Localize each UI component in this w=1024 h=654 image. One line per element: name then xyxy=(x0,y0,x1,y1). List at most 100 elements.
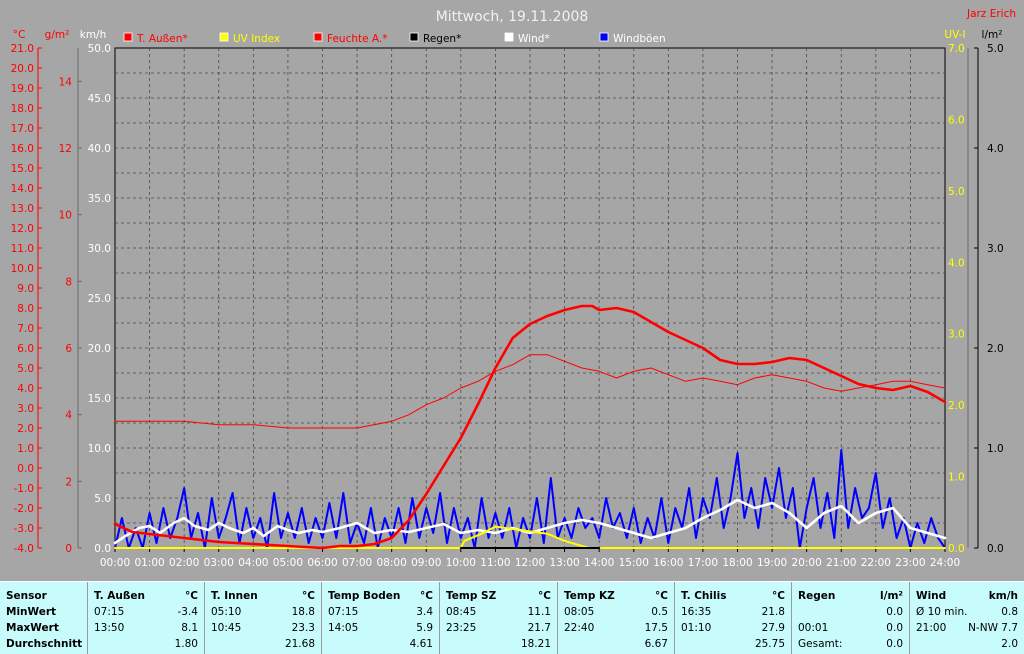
legend-label: T. Außen* xyxy=(136,33,188,45)
min-time: 08:05 xyxy=(564,606,595,618)
axes: 00:00 01:00 02:00 03:00 04:00 05:00 06:00 07:00… xyxy=(11,29,1004,569)
min-cell: 08:45 11.1 xyxy=(446,604,551,620)
uv-tick-label: 5.0 xyxy=(948,186,965,198)
x-tick-label: 23:00 xyxy=(895,557,925,569)
temp-tick-label: 20.0 xyxy=(11,63,34,75)
temp-tick-label: 18.0 xyxy=(11,103,34,115)
temp-tick-label: 0.0 xyxy=(17,463,34,475)
min-time: 08:45 xyxy=(446,606,477,618)
legend-swatch xyxy=(123,32,133,42)
sensor-column: Temp Boden °C 07:15 3.4 14:05 5.9 4.61 xyxy=(322,582,440,654)
x-tick-label: 07:00 xyxy=(342,557,372,569)
temp-tick-label: 16.0 xyxy=(11,143,34,155)
rain-tick-label: 0.0 xyxy=(987,543,1004,555)
max-label: MaxWert xyxy=(6,622,59,634)
rain-column: Regen l/m² 0.0 00:01 0.0 Gesamt: 0.0 xyxy=(792,582,910,654)
rain-tick-label: 5.0 xyxy=(987,43,1004,55)
humidity-tick-label: 6 xyxy=(65,343,72,355)
min-value: -3.4 xyxy=(177,606,199,618)
avg-value: 6.67 xyxy=(644,638,668,650)
temp-tick-label: 9.0 xyxy=(17,283,34,295)
rain-name: Regen xyxy=(798,590,836,602)
temp-tick-label: 4.0 xyxy=(17,383,34,395)
max-cell: 23:25 21.7 xyxy=(446,620,551,636)
min-cell: Ø 10 min. 0.8 xyxy=(916,604,1018,620)
sensor-name: T. Außen xyxy=(94,590,145,602)
max-value: 17.5 xyxy=(644,622,668,634)
x-tick-label: 06:00 xyxy=(307,557,337,569)
sensor-column: Temp KZ °C 08:05 0.5 22:40 17.5 6.67 xyxy=(558,582,675,654)
avg-cell: 6.67 xyxy=(564,636,668,652)
avg-cell: 2.0 xyxy=(916,636,1018,652)
temp-tick-label: 3.0 xyxy=(17,403,34,415)
rain-total-label: Gesamt: xyxy=(798,638,843,650)
max-time: 22:40 xyxy=(564,622,595,634)
uv-axis-label: UV-I xyxy=(944,29,965,41)
humidity-tick-label: 10 xyxy=(59,210,72,222)
legend-swatch xyxy=(409,32,419,42)
rain-tick-label: 3.0 xyxy=(987,243,1004,255)
sensor-unit: °C xyxy=(420,590,433,602)
temp-tick-label: 6.0 xyxy=(17,343,34,355)
max-time: 14:05 xyxy=(328,622,359,634)
weather-chart: Mittwoch, 19.11.2008 Jarz Erich T. Außen… xyxy=(10,8,1016,569)
temp-tick-label: 14.0 xyxy=(11,183,34,195)
rain-tick-label: 2.0 xyxy=(987,343,1004,355)
x-tick-label: 12:00 xyxy=(515,557,545,569)
temp-tick-label: 10.0 xyxy=(11,263,34,275)
avg-cell: 1.80 xyxy=(94,636,198,652)
avg-value: 1.80 xyxy=(174,638,198,650)
min-cell: 05:10 18.8 xyxy=(211,604,315,620)
sensor-column: Temp SZ °C 08:45 11.1 23:25 21.7 18.21 xyxy=(440,582,558,654)
x-tick-label: 04:00 xyxy=(238,557,268,569)
max-cell: 01:10 27.9 xyxy=(681,620,785,636)
sensor-name: Temp KZ xyxy=(564,590,615,602)
legend-label: Wind* xyxy=(518,33,550,45)
min-cell: 08:05 0.5 xyxy=(564,604,668,620)
wind-day-avg: 2.0 xyxy=(1001,638,1018,650)
avg-value: 21.68 xyxy=(284,638,315,650)
min-value: 21.8 xyxy=(761,606,785,618)
legend-label: Regen* xyxy=(423,33,461,45)
x-tick-label: 10:00 xyxy=(446,557,476,569)
legend-swatch xyxy=(599,32,609,42)
column-header: T. Innen °C xyxy=(211,588,315,604)
sensor-name: Temp SZ xyxy=(446,590,497,602)
series-line xyxy=(113,304,947,550)
column-header: Temp KZ °C xyxy=(564,588,668,604)
avg-label: Durchschnitt xyxy=(6,638,83,650)
temp-tick-label: -4.0 xyxy=(14,543,35,555)
max-time: 23:25 xyxy=(446,622,477,634)
max-value: 5.9 xyxy=(416,622,433,634)
x-tick-label: 17:00 xyxy=(688,557,718,569)
humidity-axis-label: g/m² xyxy=(45,29,70,41)
avg-value: 25.75 xyxy=(754,638,785,650)
min-cell: 07:15 3.4 xyxy=(328,604,433,620)
sensor-label: Sensor xyxy=(6,590,47,602)
rain-total-value: 0.0 xyxy=(886,638,903,650)
legend-swatch xyxy=(219,32,229,42)
x-tick-label: 11:00 xyxy=(480,557,510,569)
max-time: 01:10 xyxy=(681,622,712,634)
max-value: 27.9 xyxy=(761,622,785,634)
avg-value: 18.21 xyxy=(520,638,551,650)
humidity-tick-label: 12 xyxy=(59,143,72,155)
max-cell: 14:05 5.9 xyxy=(328,620,433,636)
sensor-column: T. Innen °C 05:10 18.8 10:45 23.3 21.68 xyxy=(205,582,322,654)
temp-tick-label: 12.0 xyxy=(11,223,34,235)
x-tick-label: 19:00 xyxy=(757,557,787,569)
x-tick-label: 15:00 xyxy=(619,557,649,569)
sensor-column: T. Außen °C 07:15 -3.4 13:50 8.1 1.80 xyxy=(88,582,205,654)
max-value: 8.1 xyxy=(181,622,198,634)
temp-axis-label: °C xyxy=(13,29,26,41)
avg-value: 4.61 xyxy=(409,638,433,650)
wind-tick-label: 5.0 xyxy=(94,493,111,505)
column-header: Temp SZ °C xyxy=(446,588,551,604)
series-line xyxy=(114,525,946,549)
wind-tick-label: 10.0 xyxy=(88,443,111,455)
wind-tick-label: 40.0 xyxy=(88,143,111,155)
sensor-unit: °C xyxy=(538,590,551,602)
humidity-tick-label: 0 xyxy=(65,543,72,555)
x-tick-label: 14:00 xyxy=(584,557,614,569)
series-line xyxy=(113,498,947,545)
